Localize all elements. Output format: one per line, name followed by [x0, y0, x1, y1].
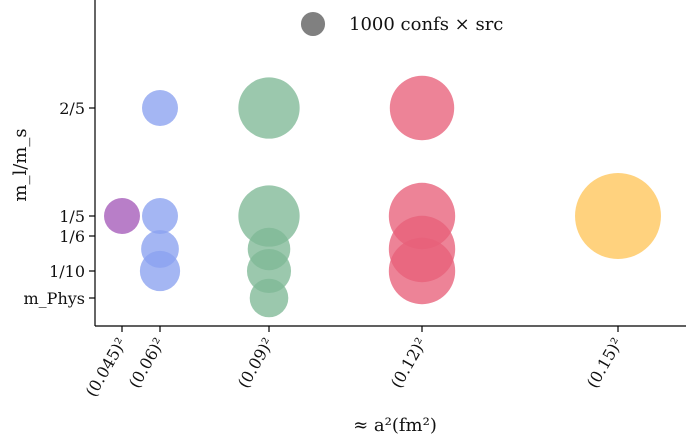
data-points — [104, 75, 661, 318]
data-point-0-0 — [104, 198, 140, 234]
data-point-2-0 — [238, 77, 300, 139]
x-tick-label-2: (0.09)² — [234, 335, 278, 392]
data-point-2-4 — [249, 278, 289, 318]
y-tick-label-0: 2/5 — [59, 99, 85, 118]
data-point-3-0 — [389, 75, 455, 141]
x-tick-label-3: (0.12)² — [387, 335, 431, 392]
legend: 1000 confs × src — [300, 11, 503, 37]
y-tick-label-2: 1/6 — [59, 227, 85, 246]
axes — [94, 0, 686, 327]
legend-label: 1000 confs × src — [349, 14, 503, 35]
data-point-4-0 — [575, 173, 661, 259]
y-ticks: 2/5 1/51/6 1/10 m_Phys — [24, 99, 95, 308]
y-axis-label: m_l/m_s — [10, 128, 31, 201]
data-point-1-1 — [142, 198, 178, 234]
data-point-2-1 — [238, 185, 300, 247]
x-tick-label-4: (0.15)² — [583, 335, 627, 392]
data-point-2-3 — [246, 248, 292, 294]
x-tick-label-0: (0.045)² — [82, 335, 131, 401]
x-ticks: (0.045)²(0.06)² (0.09)² (0.12)² (0.15)² — [82, 326, 627, 401]
y-tick-label-1: 1/5 — [59, 207, 85, 226]
data-point-1-3 — [139, 250, 181, 292]
x-tick-label-1: (0.06)² — [125, 335, 169, 392]
y-tick-label-3: 1/10 — [49, 262, 85, 281]
data-point-3-3 — [388, 237, 456, 305]
x-axis-label: ≈ a²(fm²) — [353, 415, 437, 436]
data-point-1-0 — [142, 90, 178, 126]
legend-marker — [300, 11, 326, 37]
y-tick-label-4: m_Phys — [24, 289, 86, 308]
